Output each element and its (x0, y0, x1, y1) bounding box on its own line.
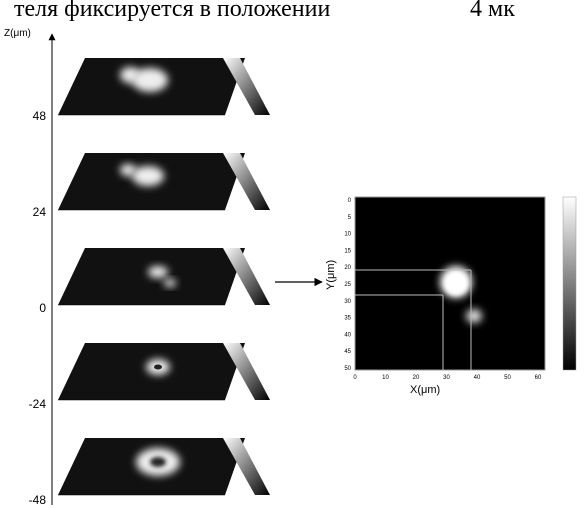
x-axis-label: X(μm) (410, 384, 440, 396)
caption-left: теля фиксируется в положении (14, 0, 330, 22)
y-tick-label: 0 (348, 198, 352, 204)
y-axis-label: Y(μm) (325, 260, 337, 290)
blob (445, 273, 467, 295)
y-tick-label: 45 (344, 349, 351, 355)
y-tick-label: 40 (344, 332, 351, 338)
blob (466, 309, 482, 323)
y-tick-label: 50 (344, 366, 351, 372)
y-tick-label: 5 (348, 215, 352, 221)
slice-ring (154, 365, 162, 370)
slice-blob (148, 266, 168, 278)
x-tick-label: 10 (382, 375, 389, 381)
colorbar (563, 197, 576, 370)
z-tick-label: 24 (33, 205, 47, 219)
slice-blob (120, 164, 136, 176)
figure: теля фиксируется в положении 4 мк Z(μm) … (0, 0, 585, 509)
x-tick-label: 30 (443, 375, 450, 381)
x-tick-label: 40 (474, 375, 481, 381)
z-tick-label: -48 (29, 493, 47, 507)
x-tick-label: 60 (535, 375, 542, 381)
x-tick-label: 0 (353, 375, 357, 381)
y-tick-label: 35 (344, 316, 351, 322)
caption-right: 4 мк (470, 0, 515, 22)
y-tick-label: 30 (344, 299, 351, 305)
slices (58, 58, 270, 495)
x-tick-label: 20 (413, 375, 420, 381)
z-tick-label: 0 (39, 301, 46, 315)
x-tick-label: 50 (504, 375, 511, 381)
z-tick-label: 48 (33, 109, 47, 123)
slice-ring (150, 457, 166, 467)
slice-blob (132, 166, 164, 186)
z-tick-label: -24 (29, 397, 47, 411)
slice-blob (164, 279, 176, 287)
map: X(μm) Y(μm) (325, 197, 576, 396)
y-tick-label: 10 (344, 232, 351, 238)
slice-blob (120, 67, 140, 83)
z-axis-label: Z(μm) (4, 28, 31, 39)
y-tick-label: 15 (344, 248, 351, 254)
y-tick-label: 25 (344, 282, 351, 288)
y-tick-label: 20 (344, 265, 351, 271)
